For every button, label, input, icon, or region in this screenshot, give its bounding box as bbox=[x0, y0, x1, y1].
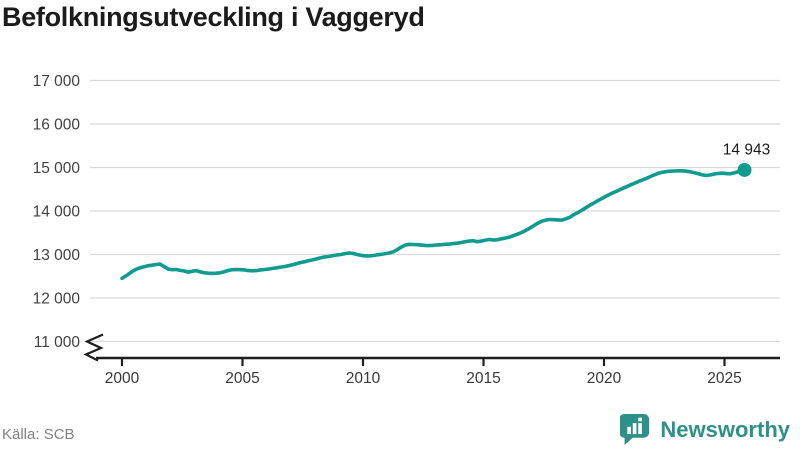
x-tick-label: 2000 bbox=[105, 370, 140, 387]
y-tick-label: 15 000 bbox=[33, 160, 81, 177]
source-note: Källa: SCB bbox=[2, 426, 75, 443]
y-axis-break-mark bbox=[83, 333, 104, 362]
x-tick-label: 2005 bbox=[225, 370, 259, 387]
x-tick-label: 2010 bbox=[346, 370, 381, 387]
x-tick-label: 2015 bbox=[466, 370, 500, 387]
latest-value-marker bbox=[737, 162, 752, 177]
x-tick-label: 2020 bbox=[587, 370, 622, 387]
y-tick-label: 16 000 bbox=[33, 117, 81, 134]
newsworthy-icon bbox=[620, 414, 650, 445]
x-tick-label: 2025 bbox=[707, 370, 741, 387]
population-line-chart: 17 000 16 000 15 000 14 000 13 000 12 000 11 0… bbox=[33, 73, 780, 387]
y-tick-label: 13 000 bbox=[33, 247, 81, 264]
y-tick-label: 17 000 bbox=[33, 73, 81, 90]
latest-value-label: 14 943 bbox=[723, 141, 770, 158]
chart-title: Befolkningsutveckling i Vaggeryd bbox=[2, 2, 425, 32]
population-series-line bbox=[120, 168, 747, 281]
y-tick-label: 14 000 bbox=[33, 204, 81, 221]
newsworthy-wordmark: Newsworthy bbox=[660, 416, 790, 442]
newsworthy-logo: Newsworthy bbox=[620, 412, 790, 447]
y-tick-label: 11 000 bbox=[34, 334, 81, 351]
y-tick-label: 12 000 bbox=[33, 291, 81, 308]
